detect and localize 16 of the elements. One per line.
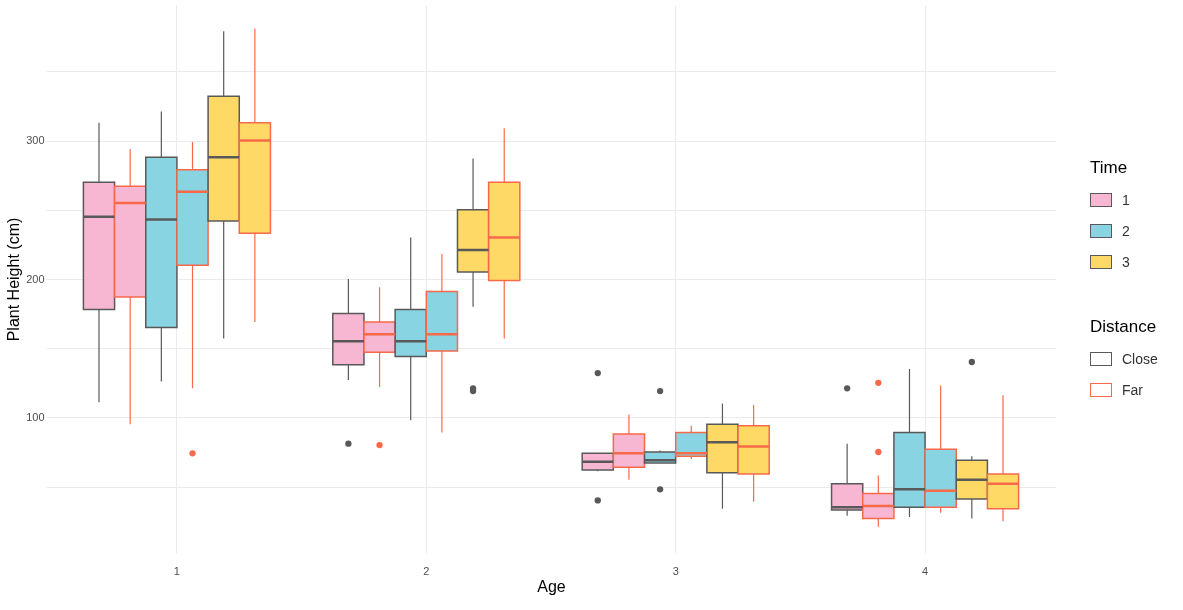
x-tick-label: 1 [173,564,180,577]
x-axis-title: Age [537,577,566,595]
legend-label: 1 [1122,191,1130,208]
text: Close [1122,350,1158,367]
legend-label: 2 [1122,222,1130,239]
y-tick-label: 100 [26,410,45,423]
y-tick-label: 300 [26,134,45,147]
text: Far [1122,381,1143,398]
x-tick-label: 4 [922,564,929,577]
legend-label: 3 [1122,253,1130,270]
y-axis-title: Plant Height (cm) [5,217,23,342]
text: Distance [1090,317,1158,337]
y-tick-label: 200 [26,272,45,285]
x-tick-label: 3 [672,564,679,577]
legend-title: Time [1090,158,1129,178]
x-tick-label: 2 [423,564,430,577]
